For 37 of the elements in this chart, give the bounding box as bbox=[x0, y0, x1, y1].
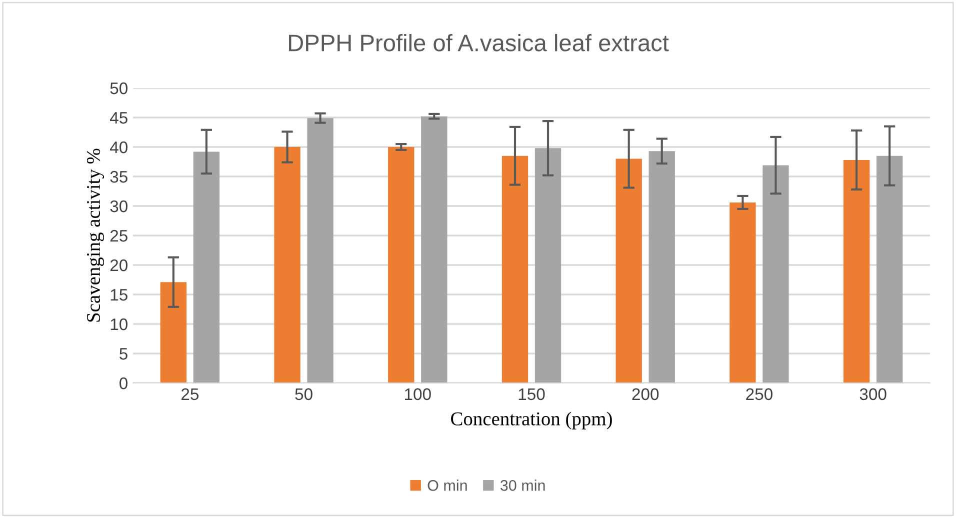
y-tick-label: 30 bbox=[110, 200, 128, 212]
x-tick-label: 300 bbox=[860, 388, 886, 400]
x-tick-label: 50 bbox=[295, 388, 312, 400]
x-tick-label: 100 bbox=[405, 388, 431, 400]
bar bbox=[616, 158, 642, 383]
bar bbox=[502, 156, 528, 383]
y-tick-label: 20 bbox=[110, 259, 128, 272]
bar bbox=[876, 156, 903, 383]
x-tick-label: 150 bbox=[518, 388, 545, 400]
bar bbox=[534, 148, 562, 383]
x-tick-label: 25 bbox=[182, 388, 198, 400]
y-tick-label: 50 bbox=[110, 82, 128, 94]
y-tick-label: 25 bbox=[110, 230, 128, 242]
bar bbox=[730, 202, 756, 383]
bar bbox=[160, 282, 187, 383]
bar bbox=[307, 118, 334, 383]
y-tick-label: 10 bbox=[110, 318, 128, 330]
bar bbox=[421, 116, 448, 383]
bar bbox=[762, 165, 789, 383]
x-axis-title: Concentration (ppm) bbox=[451, 412, 612, 430]
bar bbox=[843, 160, 870, 383]
y-tick-label: 15 bbox=[110, 289, 128, 301]
bar bbox=[648, 151, 675, 383]
legend-label: 30 min bbox=[500, 480, 545, 491]
bar bbox=[274, 147, 300, 383]
bar bbox=[388, 147, 414, 383]
bar bbox=[193, 152, 220, 383]
x-tick-label: 200 bbox=[632, 388, 659, 400]
y-axis-title: Scavenging activity % bbox=[86, 148, 104, 322]
legend-label: O min bbox=[428, 480, 467, 491]
y-tick-label: 0 bbox=[120, 377, 128, 390]
y-tick-label: 5 bbox=[120, 348, 128, 360]
x-tick-label: 250 bbox=[746, 388, 772, 400]
chart-title: DPPH Profile of A.vasica leaf extract bbox=[289, 34, 669, 52]
y-tick-label: 35 bbox=[110, 170, 128, 183]
y-tick-label: 40 bbox=[110, 141, 128, 154]
y-tick-label: 45 bbox=[110, 112, 128, 124]
